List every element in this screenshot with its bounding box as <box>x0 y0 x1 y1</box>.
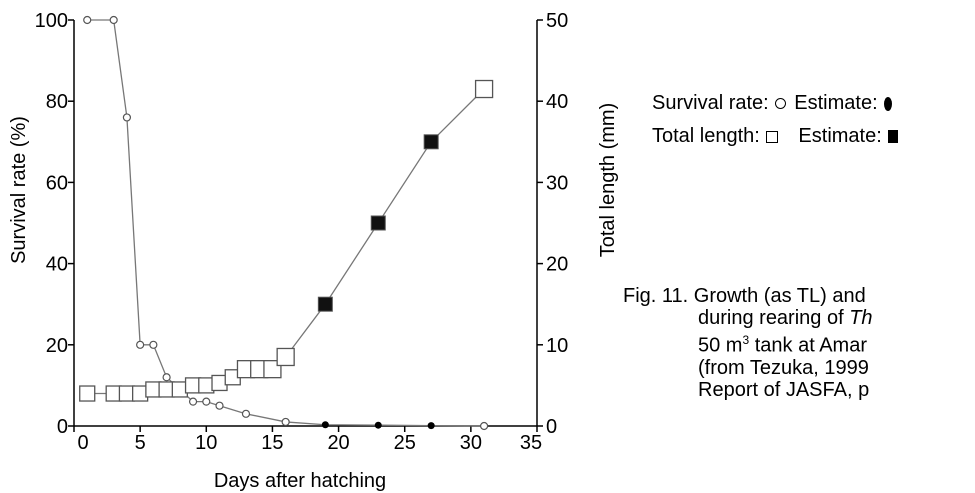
legend-length-estimate-label: Estimate: <box>798 125 882 148</box>
y-tick-label: 40 <box>46 254 68 276</box>
survival-point <box>109 15 118 25</box>
survival-line <box>87 19 485 427</box>
survival-point <box>122 113 132 122</box>
legend-survival-estimate-label: Estimate: <box>794 92 878 115</box>
y2-axis-label: Total length (mm) <box>597 103 619 258</box>
y2-tick-label: 40 <box>546 91 568 113</box>
caption-line-3: 50 m3 tank at Amar <box>698 333 867 357</box>
survival-point <box>202 397 211 406</box>
legend-survival-estimate-symbol <box>883 96 892 111</box>
survival-estimate-point <box>321 421 329 429</box>
y2-tick-label: 20 <box>546 254 568 276</box>
legend-length: Total length: Estimate: <box>652 125 898 148</box>
x-tick-label: 25 <box>394 432 416 454</box>
survival-point <box>149 340 158 349</box>
survival-point <box>479 421 489 431</box>
legend-survival-symbol <box>774 98 786 110</box>
x-tick-label: 20 <box>327 432 349 454</box>
caption-line-1: Fig. 11. Growth (as TL) and <box>623 285 866 307</box>
legend-survival-label: Survival rate: <box>652 92 769 115</box>
y-axis-label: Survival rate (%) <box>8 116 30 264</box>
survival-point <box>162 373 171 382</box>
length-point <box>79 385 96 402</box>
length-estimate-point <box>370 215 386 231</box>
y2-axis-ticks: 0 10 20 30 40 50 <box>537 10 568 438</box>
x-axis-label: Days after hatching <box>214 470 386 492</box>
survival-estimate-point <box>427 422 435 430</box>
survival-point <box>136 340 145 349</box>
survival-point <box>215 401 224 410</box>
y2-tick-label: 0 <box>546 416 557 438</box>
length-point <box>474 79 494 99</box>
caption-line-4: (from Tezuka, 1999 <box>698 356 869 379</box>
y-axis-ticks: 0 20 40 60 80 100 <box>35 10 74 438</box>
legend-survival: Survival rate: Estimate: <box>652 92 892 115</box>
x-tick-label: 10 <box>195 432 217 454</box>
length-point <box>276 347 295 367</box>
x-tick-label: 35 <box>520 432 542 454</box>
y2-tick-label: 30 <box>546 172 568 194</box>
caption-line-2: during rearing of Th <box>698 307 873 329</box>
y-tick-label: 80 <box>46 91 68 113</box>
survival-point <box>83 15 92 25</box>
legend-length-symbol <box>765 130 778 143</box>
x-tick-label: 0 <box>77 432 88 454</box>
x-tick-label: 5 <box>135 432 146 454</box>
length-estimate-point <box>317 296 333 312</box>
legend-length-estimate-symbol <box>887 130 898 144</box>
survival-point <box>241 409 251 418</box>
y-tick-label: 20 <box>46 335 68 357</box>
y2-tick-label: 50 <box>546 10 568 32</box>
y-tick-label: 100 <box>35 10 68 32</box>
caption-line-5: Report of JASFA, p <box>698 378 870 401</box>
x-tick-label: 30 <box>460 432 482 454</box>
plot-frame <box>73 20 538 427</box>
series-markers <box>79 15 494 431</box>
survival-point <box>188 397 198 406</box>
survival-point <box>281 417 290 427</box>
figure-caption: Fig. 11. Growth (as TL) and during reari… <box>623 285 873 401</box>
survival-estimate-point <box>374 421 382 429</box>
length-estimate-point <box>423 134 439 150</box>
y-tick-label: 0 <box>57 416 68 438</box>
legend-length-label: Total length: <box>652 125 760 148</box>
caption-italic-text: Th <box>849 307 873 329</box>
x-axis-ticks: 0 5 10 15 20 25 30 35 <box>73 426 542 454</box>
y-tick-label: 60 <box>46 172 68 194</box>
y2-tick-label: 10 <box>546 335 568 357</box>
x-tick-label: 15 <box>261 432 283 454</box>
